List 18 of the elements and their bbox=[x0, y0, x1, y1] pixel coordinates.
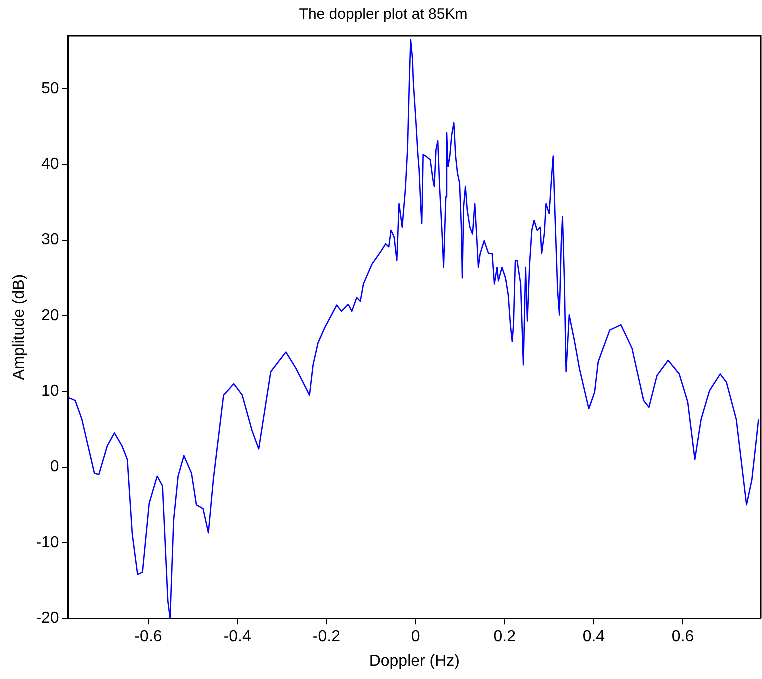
x-tick-label: -0.4 bbox=[224, 628, 252, 646]
y-tick-label: 0 bbox=[50, 458, 60, 476]
y-tick-label: 20 bbox=[42, 307, 60, 324]
x-tick-label: 0 bbox=[411, 628, 420, 646]
y-tick-label: -20 bbox=[36, 610, 60, 628]
y-tick-label: 50 bbox=[42, 80, 60, 98]
x-tick-label: 0.4 bbox=[582, 628, 606, 646]
x-tick-label: 0.2 bbox=[494, 628, 516, 646]
y-axis-title: Amplitude (dB) bbox=[11, 274, 28, 380]
x-tick-label: -0.2 bbox=[312, 628, 341, 646]
x-tick-label: -0.6 bbox=[134, 628, 162, 646]
y-tick-label: 40 bbox=[42, 156, 60, 174]
y-tick-label: 10 bbox=[42, 383, 60, 400]
x-tick-label: 0.6 bbox=[672, 628, 694, 646]
x-axis-title: Doppler (Hz) bbox=[369, 652, 460, 670]
chart-title: The doppler plot at 85Km bbox=[299, 6, 468, 24]
y-tick-label: 30 bbox=[42, 232, 60, 249]
y-tick-label: -10 bbox=[36, 534, 60, 552]
